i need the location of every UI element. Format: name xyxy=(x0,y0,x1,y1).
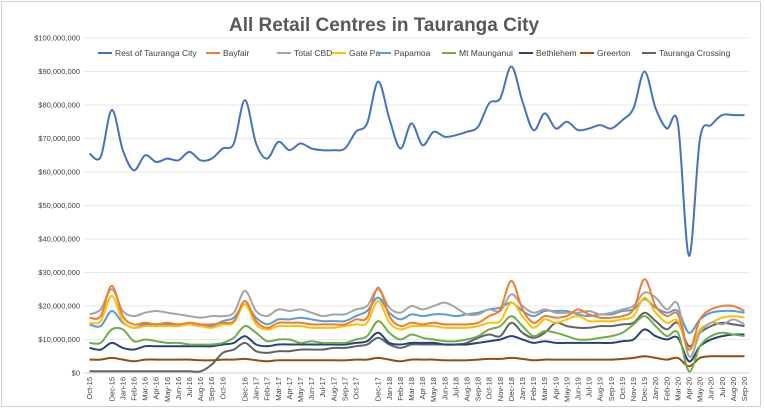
y-tick-label: $50,000,000 xyxy=(38,201,80,210)
legend-entry: Greerton xyxy=(597,48,631,58)
x-tick-label: Sep-18 xyxy=(474,377,483,401)
y-tick-label: $80,000,000 xyxy=(38,101,80,110)
x-tick-label: Jan-18 xyxy=(385,377,394,400)
series-line-rest-of-tauranga-city xyxy=(88,65,745,257)
x-tick-label: Mar-16 xyxy=(141,377,150,401)
x-tick-label: Jan-16 xyxy=(118,377,127,400)
y-tick-label: $60,000,000 xyxy=(38,168,80,177)
x-tick-label: Sep-20 xyxy=(740,377,749,401)
legend-entry: Bayfair xyxy=(223,48,250,58)
x-tick-label: Jan-17 xyxy=(252,377,261,400)
x-tick-label: Apr-18 xyxy=(418,377,427,400)
legend-entry: Papamoa xyxy=(394,48,431,58)
x-tick-label: Mar-19 xyxy=(540,377,549,401)
legend-entry: Mt Maunganui xyxy=(459,48,513,58)
x-tick-label: Jun-19 xyxy=(573,377,582,400)
x-tick-label: Aug-16 xyxy=(196,377,205,401)
chart-title: All Retail Centres in Tauranga City xyxy=(229,15,539,36)
x-tick-label: Oct-15 xyxy=(85,377,94,400)
x-tick-label: Jun-20 xyxy=(707,377,716,400)
x-tick-label: Dec-19 xyxy=(640,377,649,401)
x-tick-label: Mar-18 xyxy=(407,377,416,401)
x-tick-label: Jan-20 xyxy=(651,377,660,400)
y-tick-label: $40,000,000 xyxy=(38,235,80,244)
x-tick-label: Apr-19 xyxy=(551,377,560,400)
legend-entry: Rest of Tauranga City xyxy=(115,48,197,58)
x-tick-label: May-17 xyxy=(296,377,305,402)
y-tick-label: $0 xyxy=(72,369,80,378)
x-tick-label: Feb-20 xyxy=(662,377,671,401)
x-tick-label: Feb-17 xyxy=(263,377,272,401)
x-tick-label: Jul-20 xyxy=(718,377,727,397)
x-tick-label: Aug-19 xyxy=(596,377,605,401)
x-tick-label: Dec-17 xyxy=(374,377,383,401)
x-tick-label: Dec-15 xyxy=(107,377,116,401)
series-line-mt-maunganui xyxy=(89,315,745,373)
x-tick-label: Mar-20 xyxy=(673,377,682,401)
x-tick-label: Jun-18 xyxy=(440,377,449,400)
x-tick-label: May-16 xyxy=(163,377,172,402)
x-tick-label: Nov-18 xyxy=(496,377,505,401)
series-line-bethlehem xyxy=(89,328,745,363)
x-tick-label: Feb-18 xyxy=(396,377,405,401)
y-tick-label: $90,000,000 xyxy=(38,67,80,76)
x-tick-label: Aug-18 xyxy=(462,377,471,401)
x-tick-label: Mar-17 xyxy=(274,377,283,401)
legend-entry: Total CBD xyxy=(294,48,332,58)
x-tick-label: Jul-16 xyxy=(185,377,194,397)
x-tick-label: Dec-16 xyxy=(240,377,249,401)
legend-entry: Bethlehem xyxy=(536,48,577,58)
series-line-gate-pa xyxy=(89,294,745,351)
y-tick-label: $70,000,000 xyxy=(38,134,80,143)
x-tick-label: Jul-17 xyxy=(318,377,327,397)
gridlines xyxy=(84,37,750,374)
x-tick-label: Jan-19 xyxy=(518,377,527,400)
x-tick-label: Feb-19 xyxy=(529,377,538,401)
x-tick-label: Sep-17 xyxy=(340,377,349,401)
x-tick-label: Apr-17 xyxy=(285,377,294,400)
legend-entry: Gate Pa xyxy=(349,48,380,58)
y-tick-label: $100,000,000 xyxy=(34,34,80,43)
x-tick-label: Aug-17 xyxy=(329,377,338,401)
legend: Rest of Tauranga City Bayfair Total CBD Gat… xyxy=(98,48,731,58)
x-tick-label: Apr-16 xyxy=(152,377,161,400)
y-axis: $0 $10,000,000 $20,000,000 $30,000,000 $40,0… xyxy=(34,34,80,378)
x-tick-label: Apr-20 xyxy=(684,377,693,400)
x-tick-label: Jun-17 xyxy=(307,377,316,400)
y-tick-label: $30,000,000 xyxy=(38,268,80,277)
x-tick-label: Sep-19 xyxy=(607,377,616,401)
x-tick-label: Jul-19 xyxy=(585,377,594,397)
x-axis: Oct-15 Dec-15 Jan-16 Feb-16 Mar-16 Apr-16 May-… xyxy=(85,377,749,402)
y-tick-label: $10,000,000 xyxy=(38,335,80,344)
x-tick-label: May-20 xyxy=(696,377,705,402)
x-tick-label: Feb-16 xyxy=(129,377,138,401)
x-tick-label: Oct-19 xyxy=(618,377,627,400)
x-tick-label: May-18 xyxy=(429,377,438,402)
series-line-tauranga-crossing xyxy=(89,311,745,373)
series-lines xyxy=(88,65,745,373)
x-tick-label: Dec-18 xyxy=(507,377,516,401)
x-tick-label: May-19 xyxy=(562,377,571,402)
series-line-greerton xyxy=(89,355,745,368)
x-tick-label: Oct-17 xyxy=(351,377,360,400)
legend-entry: Tauranga Crossing xyxy=(659,48,731,58)
y-tick-label: $20,000,000 xyxy=(38,302,80,311)
x-tick-label: Aug-20 xyxy=(729,377,738,401)
x-tick-label: Oct-16 xyxy=(218,377,227,400)
x-tick-label: Nov-19 xyxy=(629,377,638,401)
series-line-bayfair xyxy=(89,278,745,351)
x-tick-label: Oct-18 xyxy=(485,377,494,400)
x-tick-label: Sep-16 xyxy=(207,377,216,401)
x-tick-label: Jun-16 xyxy=(174,377,183,400)
x-tick-label: Jul-18 xyxy=(451,377,460,397)
